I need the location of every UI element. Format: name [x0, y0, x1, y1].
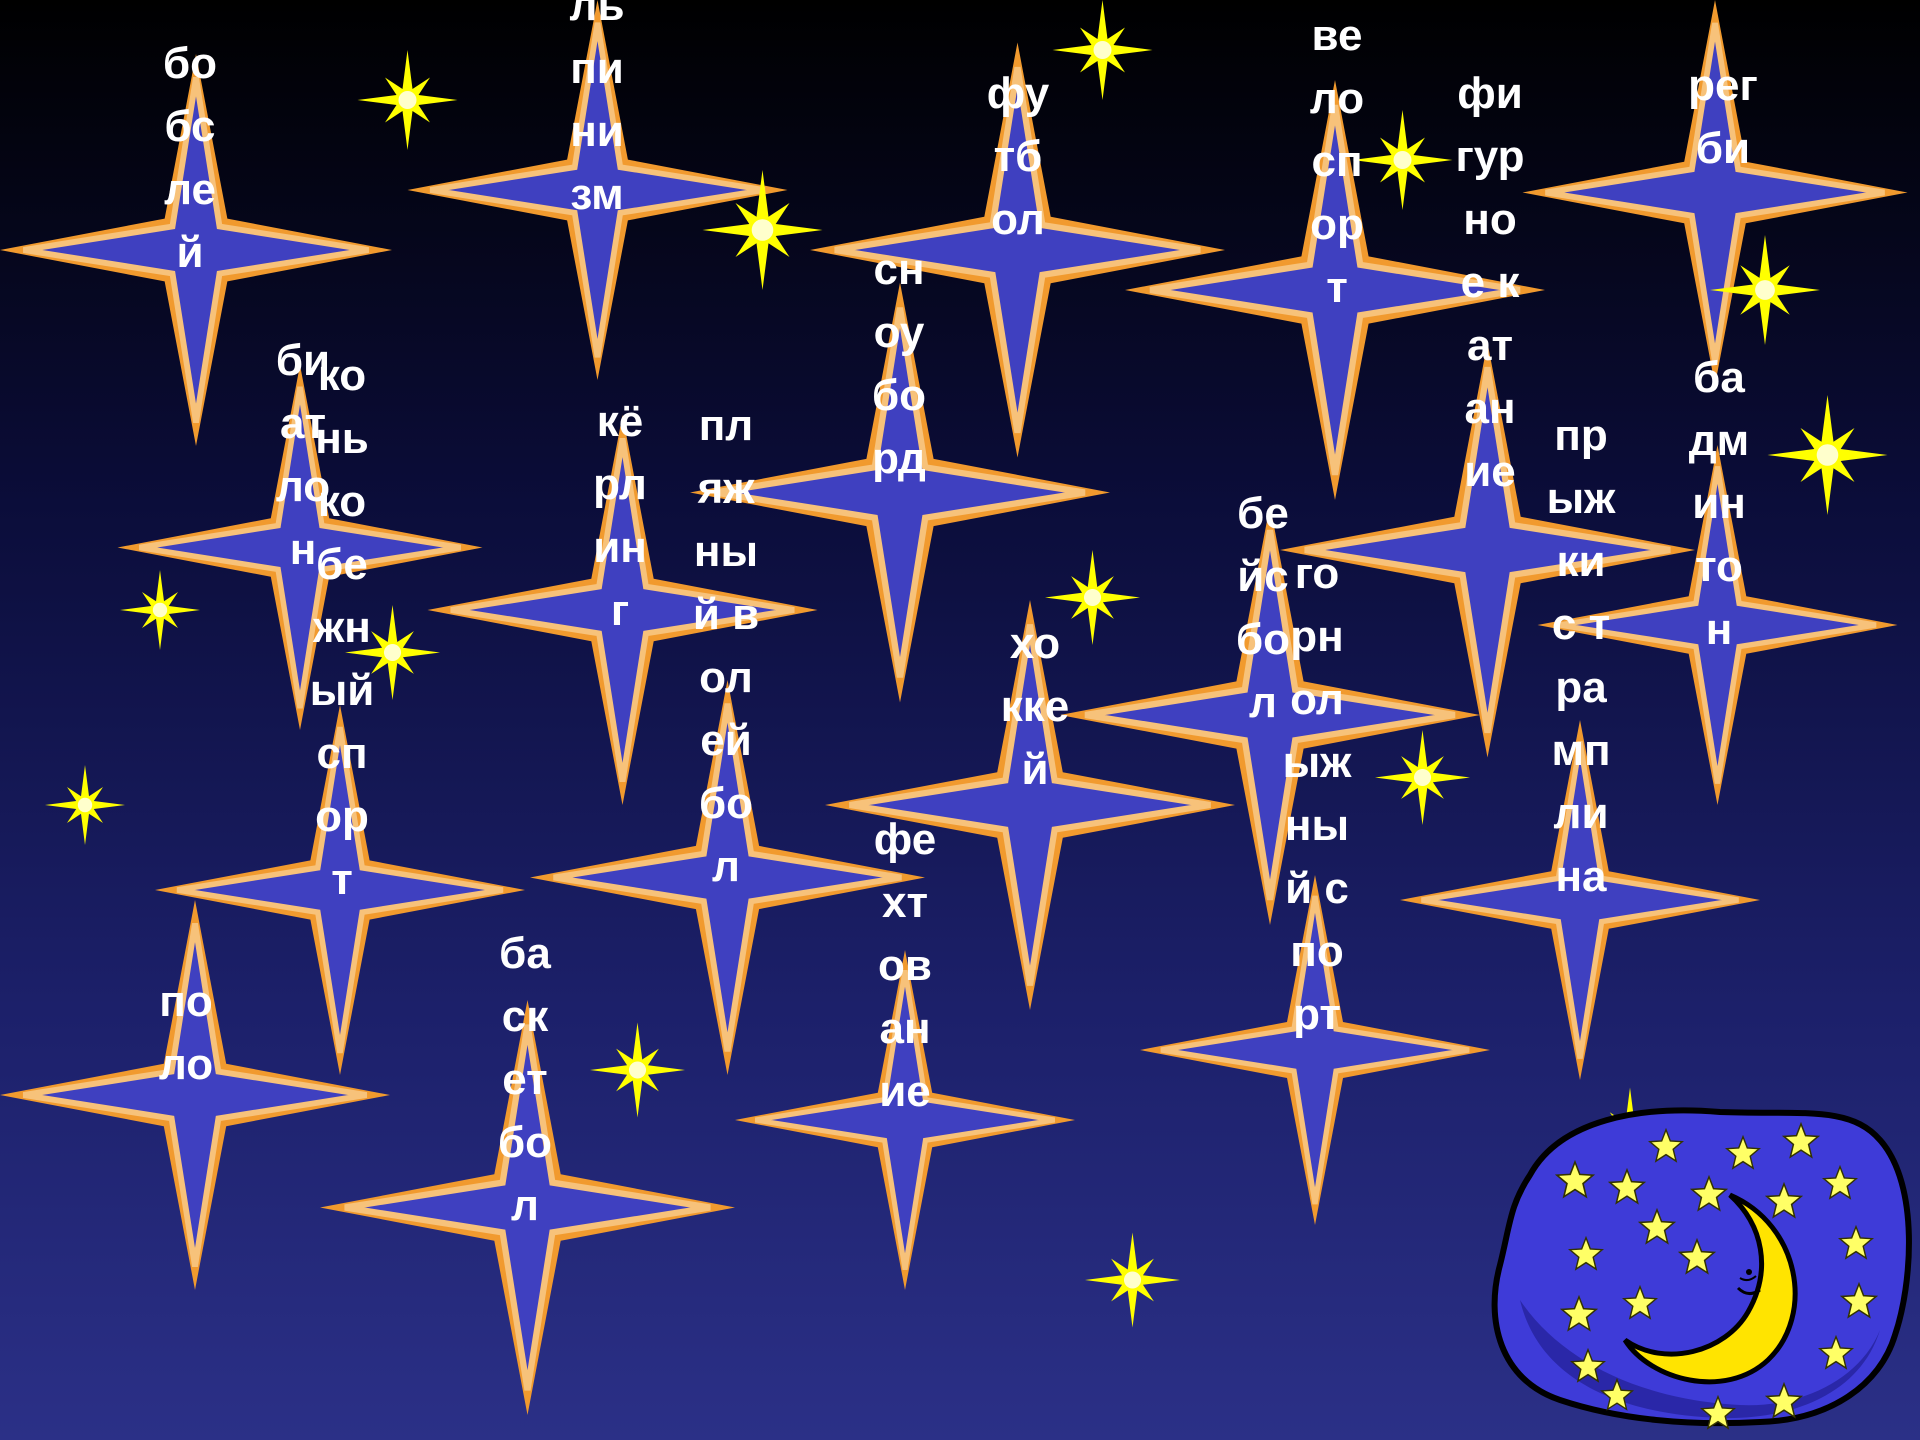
- word-kerling: кёрлинг: [593, 397, 647, 635]
- word-futbol: футбол: [986, 69, 1050, 244]
- sparkle-icon: [120, 570, 200, 650]
- word-hokkey: хоккей: [1000, 619, 1070, 794]
- word-basketbol: баскетбол: [497, 929, 553, 1230]
- word-badminton: бадминтон: [1688, 353, 1750, 654]
- word-pryzhki-s-tramplina: прыжки с трамплина: [1546, 411, 1616, 901]
- sparkle-icon: [1085, 1232, 1180, 1328]
- sparkle-icon: [590, 1022, 685, 1118]
- word-regbi: регби: [1688, 61, 1758, 173]
- sparkle-icon: [357, 50, 458, 150]
- moon-picture: [1491, 1107, 1912, 1429]
- word-velosport: велоспорт: [1309, 11, 1365, 312]
- sparkle-icon: [1767, 395, 1888, 515]
- sparkle-icon: [45, 765, 125, 845]
- crescent-moon-icon: [1622, 1192, 1798, 1385]
- word-konkobezhny-sport: конькобежный спорт: [309, 351, 375, 904]
- word-beysbol: бейсбол: [1235, 489, 1291, 727]
- sparkle-icon: [1375, 730, 1470, 825]
- word-polo: поло: [158, 977, 214, 1089]
- word-biatlon: биатлон: [275, 336, 331, 574]
- word-snoubord: сноуборд: [871, 245, 927, 483]
- word-gornolyzhny-sport: горнолыжный спорт: [1282, 549, 1352, 1039]
- sparkle-icon: [1052, 0, 1153, 100]
- word-bobsley: бобслей: [162, 39, 218, 277]
- blanket-shading: [1520, 1300, 1880, 1419]
- word-alpinizm: льпинизм: [569, 0, 625, 219]
- word-plyazhny-voleybol: пляжный волейбол: [692, 401, 760, 891]
- word-fehtovanie: фехтование: [873, 815, 937, 1116]
- word-figurnoe-katanie: фигурное катание: [1455, 69, 1525, 496]
